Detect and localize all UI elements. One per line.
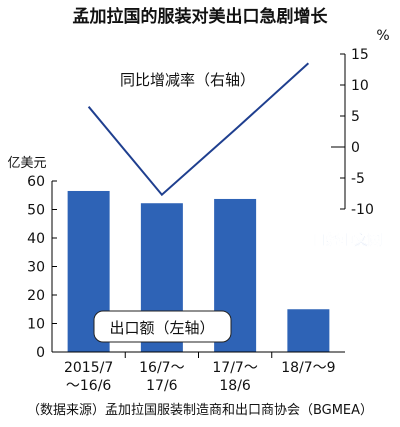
chart-title: 孟加拉国的服装对美出口急剧增长 — [73, 6, 329, 27]
right-tick-label: 10 — [351, 78, 369, 94]
left-tick-label: 40 — [27, 231, 45, 247]
line-path — [87, 62, 310, 197]
line-series — [87, 62, 310, 197]
left-axis-unit: 亿美元 — [7, 156, 46, 171]
right-tick-label: 5 — [351, 109, 360, 125]
bar-series-label: 出口额（左轴） — [109, 319, 214, 337]
bar-legend-box — [93, 310, 232, 343]
right-tick-label: -5 — [351, 171, 365, 187]
line-series-label: 同比增减率（右轴） — [120, 71, 255, 89]
right-axis-unit: % — [376, 28, 389, 44]
left-tick-label: 10 — [27, 317, 45, 333]
left-tick-label: 20 — [27, 288, 45, 304]
right-tick-label: 0 — [351, 140, 360, 156]
left-tick-label: 0 — [36, 345, 45, 361]
bar-series — [67, 190, 330, 352]
x-tick-label: ～16/6 — [66, 378, 112, 394]
left-tick-label: 50 — [27, 203, 45, 219]
x-axis-labels: 2015/7 ～16/6 16/7～ 17/6 17/7～ 18/6 18/7～9 — [64, 360, 336, 394]
left-tick-label: 60 — [27, 174, 45, 190]
left-tick-label: 30 — [27, 260, 45, 276]
source-note: （数据来源）孟加拉国服装制造商和出口商协会（BGMEA） — [27, 403, 373, 418]
right-tick-label: 15 — [351, 47, 369, 63]
x-tick-label: 18/7～9 — [281, 360, 335, 376]
x-tick-label: 16/7～ — [139, 360, 184, 376]
x-tick-label: 2015/7 — [64, 360, 113, 376]
left-axis-ticks: 0 10 20 30 40 50 60 — [27, 174, 57, 361]
right-axis-ticks: 15 10 5 0 -5 -10 — [331, 47, 374, 218]
bar — [287, 309, 330, 352]
x-tick-label: 17/7～ — [212, 360, 257, 376]
right-tick-label: -10 — [351, 202, 374, 218]
x-tick-label: 18/6 — [219, 378, 251, 394]
x-tick-label: 17/6 — [146, 378, 178, 394]
watermark-logo: 日经中文网 — [312, 232, 382, 249]
